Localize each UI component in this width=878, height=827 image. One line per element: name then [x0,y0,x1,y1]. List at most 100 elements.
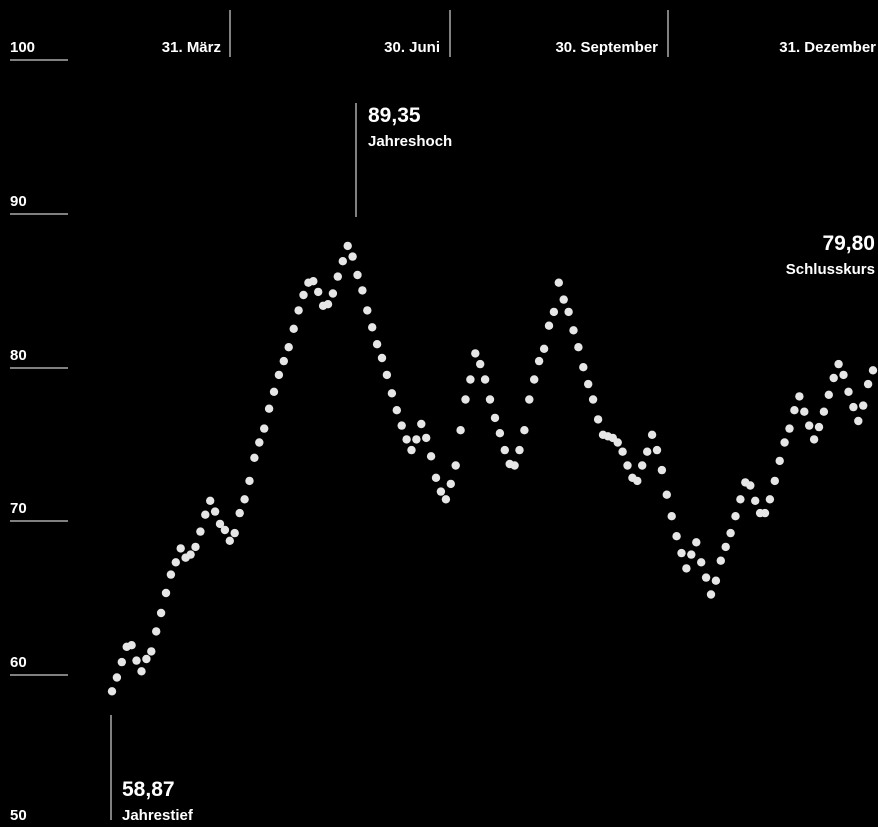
data-point [839,370,848,380]
data-point [682,564,691,573]
data-point [441,495,451,504]
annotations: 89,35 Jahreshoch 58,87 Jahrestief 79,80 … [110,103,875,824]
data-point [706,590,716,599]
data-point [829,373,838,383]
data-point [446,479,455,489]
data-point [530,375,539,384]
data-point [220,525,230,535]
low-value: 58,87 [122,778,175,801]
data-point [451,461,460,470]
data-point [422,433,431,443]
data-point [112,673,122,682]
data-point [584,379,593,389]
data-point [736,495,745,504]
data-point [412,435,421,444]
data-point [485,395,495,404]
data-point [854,416,863,426]
data-point [328,289,338,298]
data-point [333,272,342,281]
y-tick-label-50: 50 [10,807,27,824]
data-point [549,307,559,317]
data-points [107,241,878,696]
data-point [279,356,288,366]
data-point [260,424,269,433]
y-axis: 100 90 80 70 60 50 [10,39,68,824]
data-point [142,654,151,664]
data-point [800,407,809,416]
data-point [623,461,632,470]
data-point [471,349,480,358]
data-point [863,379,873,389]
data-point [476,359,485,369]
data-point [338,257,347,266]
data-point [299,290,308,300]
data-point [215,519,225,529]
data-point [760,508,770,518]
data-point [289,324,298,333]
data-point [677,548,686,558]
data-point [137,667,146,676]
data-point [638,461,647,470]
data-point [785,424,794,433]
data-point [387,389,397,398]
high-label: Jahreshoch [368,133,452,150]
data-point [824,390,833,399]
data-point [402,435,411,444]
y-tick-label-80: 80 [10,347,27,364]
data-point [358,286,367,295]
data-point [264,404,274,413]
data-point [147,647,156,656]
data-point [780,438,789,447]
data-point [554,278,563,287]
data-point [225,536,234,545]
close-label: Schlusskurs [786,261,875,278]
data-point [657,465,667,475]
data-point [397,421,406,430]
data-point [348,252,357,261]
x-tick-label-maerz: 31. März [162,39,221,56]
data-point [613,438,622,447]
data-point [152,627,161,636]
data-point [515,445,524,455]
high-value: 89,35 [368,104,421,127]
data-point [426,452,436,461]
data-point [849,402,858,412]
data-point [564,307,573,317]
data-point [672,532,681,541]
data-point [235,508,244,518]
data-point [525,395,534,404]
data-point [240,495,249,504]
data-point [294,306,303,315]
data-point [431,473,441,482]
y-tick-label-60: 60 [10,654,27,671]
data-point [186,550,195,559]
data-point [770,476,779,486]
data-point [353,270,362,280]
data-point [171,558,180,567]
data-point [692,538,701,547]
data-point [697,558,706,567]
data-point [667,512,676,521]
data-point [117,657,127,667]
y-tick-label-90: 90 [10,193,27,210]
data-point [534,356,544,366]
data-point [363,306,372,315]
data-point [790,406,799,415]
x-tick-label-juni: 30. Juni [384,39,440,56]
data-point [368,323,377,332]
data-point [775,456,784,466]
data-point [176,544,185,553]
data-point [417,419,426,429]
data-point [539,344,549,353]
data-point [574,343,583,352]
data-point [643,447,652,456]
data-point [652,445,662,455]
data-point [814,422,824,432]
data-point [461,395,470,404]
data-point [127,641,136,650]
data-point [377,353,387,363]
data-point [868,366,878,375]
data-point [559,295,568,304]
data-point [372,340,382,349]
